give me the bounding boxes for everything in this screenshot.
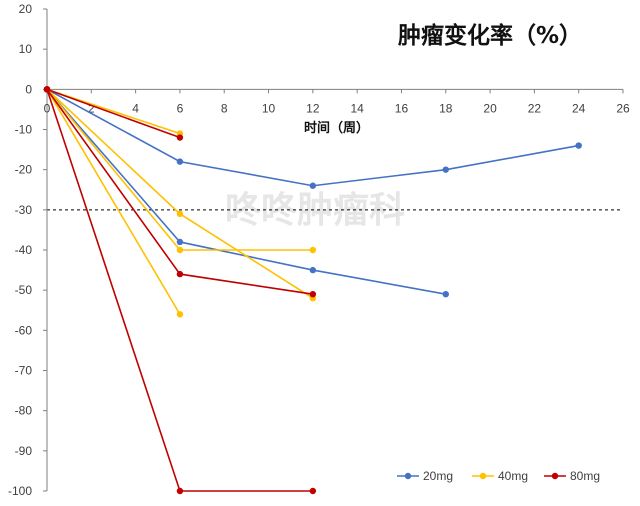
x-tick-label: 14 <box>350 101 364 115</box>
x-tick-label: 26 <box>616 101 630 115</box>
x-tick-label: 20 <box>483 101 497 115</box>
legend-marker <box>551 472 559 480</box>
data-point <box>176 311 184 318</box>
data-point <box>309 290 317 298</box>
legend-label: 40mg <box>498 469 528 483</box>
series-line <box>46 88 181 139</box>
x-tick-label: 4 <box>132 101 139 115</box>
y-tick-label: -80 <box>15 404 33 418</box>
y-tick-label: 10 <box>19 42 33 56</box>
y-tick-label: -90 <box>15 444 33 458</box>
y-tick-label: -30 <box>15 203 33 217</box>
data-point <box>43 86 51 93</box>
legend-label: 20mg <box>423 469 453 483</box>
x-tick-label: 24 <box>572 101 586 115</box>
data-point <box>442 166 449 173</box>
data-point <box>176 487 184 495</box>
y-tick-label: -40 <box>15 243 33 257</box>
y-tick-label: -70 <box>15 364 33 378</box>
data-point <box>176 158 184 165</box>
y-tick-label: -50 <box>15 283 33 297</box>
data-point <box>176 270 184 278</box>
legend-marker <box>479 472 487 480</box>
y-tick-label: 0 <box>25 82 32 96</box>
x-tick-label: 18 <box>439 101 453 115</box>
x-tick-label: 22 <box>528 101 542 115</box>
data-point <box>309 487 317 495</box>
y-tick-label: -10 <box>15 123 33 137</box>
x-tick-label: 2 <box>88 101 95 115</box>
x-axis-label: 时间（周） <box>304 120 369 136</box>
x-tick-label: 10 <box>262 101 276 115</box>
y-tick-label: -60 <box>15 323 33 337</box>
y-tick-label: -20 <box>15 163 33 177</box>
data-point <box>176 238 184 246</box>
chart-title: 肿瘤变化率（%） <box>398 22 582 49</box>
x-tick-label: 6 <box>177 101 184 115</box>
legend: 20mg 40mg 80mg <box>397 469 600 483</box>
watermark-text: 咚咚肿瘤科 <box>225 190 405 231</box>
legend-label: 80mg <box>570 469 600 483</box>
series-group <box>43 86 317 495</box>
series-line <box>46 89 313 492</box>
x-tick-label: 16 <box>395 101 409 115</box>
data-point <box>176 134 184 141</box>
data-point <box>575 142 582 149</box>
x-tick-label: 8 <box>221 101 228 115</box>
y-tick-label: 20 <box>19 2 33 16</box>
watermark: 咚咚肿瘤科 <box>225 190 405 231</box>
data-point <box>442 290 449 298</box>
y-tick-label: -100 <box>8 484 32 498</box>
data-point <box>176 246 184 254</box>
data-point <box>176 210 184 218</box>
data-point <box>309 266 317 274</box>
data-point <box>309 246 317 254</box>
x-tick-label: 12 <box>306 101 320 115</box>
x-tick-label: 0 <box>44 101 51 115</box>
series-line <box>46 88 181 315</box>
data-point <box>309 182 317 189</box>
legend-marker <box>404 472 412 480</box>
